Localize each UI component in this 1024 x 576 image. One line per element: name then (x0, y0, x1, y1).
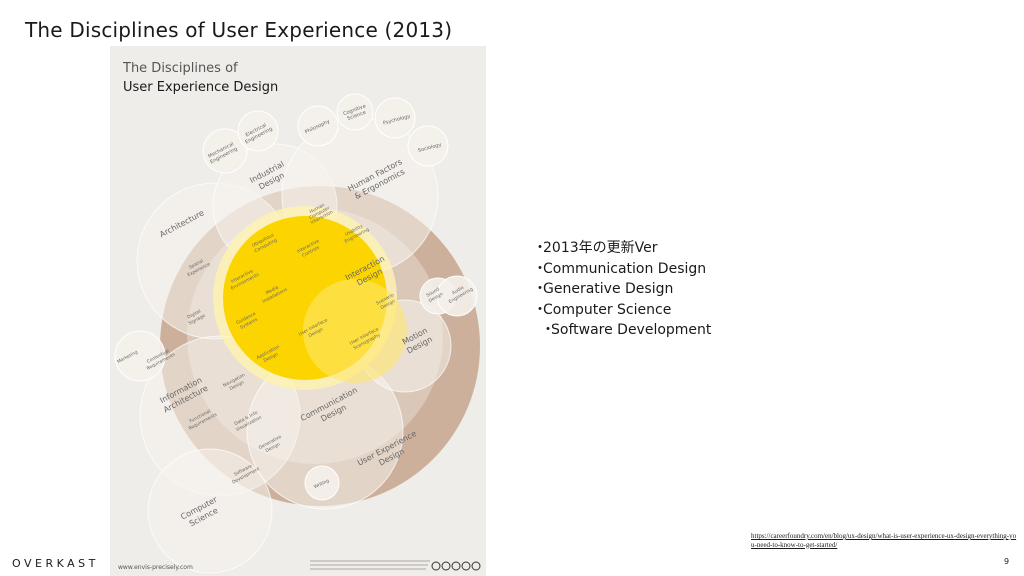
svg-text:Audio: Audio (451, 285, 465, 297)
poster-title-line1: The Disciplines of (122, 61, 238, 76)
philosophy-circle (297, 105, 339, 147)
audio-engineering-circle (436, 275, 478, 317)
bullet-marker: ・ (533, 260, 547, 277)
marketing-circle (114, 330, 166, 382)
cognitive-science-circle (336, 93, 374, 131)
bullet-item: ・Communication Design (533, 259, 711, 280)
user-interface-circle (303, 279, 407, 383)
bullet-item: ・Generative Design (533, 279, 711, 300)
slide-title: The Disciplines of User Experience (2013… (25, 18, 453, 42)
writing-circle (304, 465, 340, 501)
fine-print-block (310, 560, 430, 570)
bullet-marker: ・ (541, 322, 555, 338)
electrical-engineering-circle (237, 110, 279, 152)
sociology-circle (407, 125, 449, 167)
svg-text:Media: Media (265, 285, 280, 297)
bullet-item: ・Software Development (533, 320, 711, 341)
bullet-item: ・2013年の更新Ver (533, 238, 711, 259)
bullet-item: ・Computer Science (533, 300, 711, 321)
poster-diagram: The Disciplines of User Experience Desig… (114, 61, 481, 574)
brand-logo: OVERKAST (12, 557, 99, 570)
bullet-marker: ・ (533, 240, 547, 256)
page-number: 9 (1004, 557, 1010, 566)
license-icons (431, 561, 481, 571)
psychology-circle (374, 97, 416, 139)
bullet-list: ・2013年の更新Ver ・Communication Design ・Gene… (533, 238, 711, 341)
poster-website: www.envis-precisely.com (118, 564, 193, 571)
computer-science-circle (147, 448, 273, 574)
bullet-marker: ・ (533, 281, 547, 297)
ux-disciplines-poster: The Disciplines of User Experience Desig… (110, 46, 486, 576)
bullet-marker: ・ (533, 301, 547, 318)
source-link[interactable]: https://careerfoundry.com/en/blog/ux-des… (751, 532, 1017, 549)
mechanical-engineering-circle (202, 128, 248, 174)
poster-title-line2: User Experience Design (123, 80, 278, 95)
